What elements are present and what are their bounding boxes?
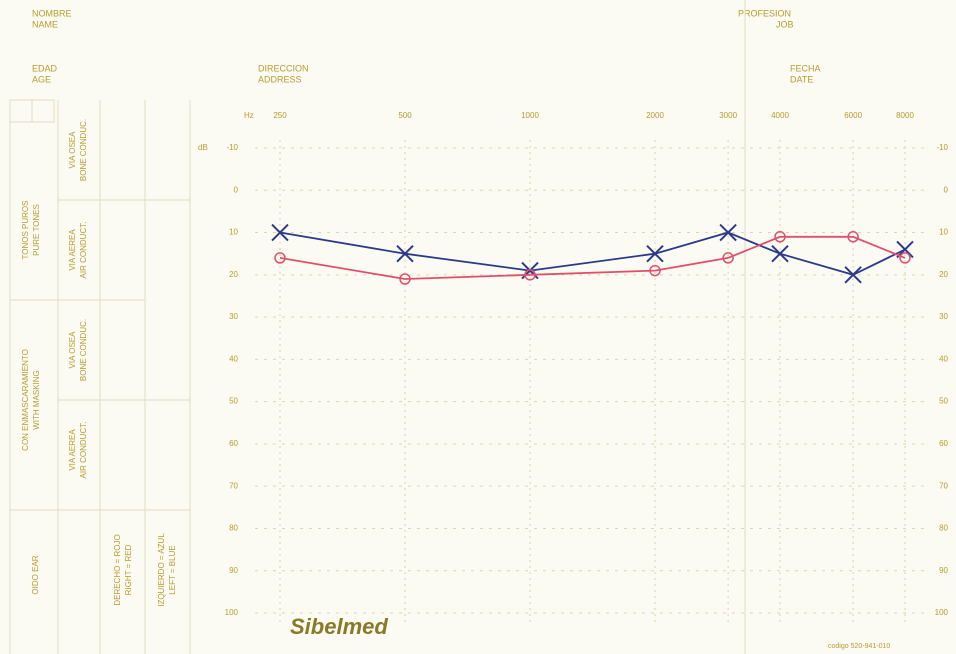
x-tick-label: 250 — [273, 111, 287, 120]
legend-right: DERECHO = ROJO — [113, 534, 122, 605]
marker-o — [524, 269, 536, 281]
y-tick-label-right: 30 — [939, 312, 948, 321]
y-tick-label: 30 — [229, 312, 238, 321]
address-label: DIRECCION — [258, 63, 309, 73]
marker-x — [771, 244, 789, 263]
code: codigo 520-941-010 — [828, 643, 890, 650]
y-tick-label-right: 50 — [939, 397, 948, 406]
marker-o — [722, 252, 734, 264]
y-tick-label: 40 — [229, 354, 238, 363]
air-masked-en: AIR CONDUCT. — [79, 422, 88, 479]
y-tick-label-right: 70 — [939, 481, 948, 490]
address-label-en: ADDRESS — [258, 74, 302, 84]
series-line — [279, 235, 906, 280]
y-tick-label-right: 10 — [939, 228, 948, 237]
series-line — [279, 231, 906, 276]
marker-x — [646, 244, 664, 263]
air-masked: VIA AEREA — [68, 429, 77, 471]
pure-tones: TONOS PUROS — [21, 201, 30, 260]
y-tick-label: 20 — [229, 270, 238, 279]
marker-x — [844, 266, 862, 284]
air: VIA AEREA — [68, 229, 77, 271]
y-tick-label: 10 — [229, 228, 238, 237]
age-label-en: AGE — [32, 74, 51, 84]
y-tick-label-right: 80 — [939, 524, 948, 533]
name-label-en: NAME — [32, 19, 58, 29]
bone-en: BONE CONDUC. — [79, 119, 88, 181]
x-axis-label: Hz — [244, 111, 254, 120]
x-tick-label: 6000 — [844, 111, 862, 120]
legend-right-en: RIGHT = RED — [124, 544, 133, 595]
y-tick-label: -10 — [226, 143, 238, 152]
marker-o — [399, 273, 411, 285]
marker-x — [271, 223, 289, 242]
name-label: NOMBRE — [32, 8, 72, 18]
y-tick-label: 90 — [229, 566, 238, 575]
y-tick-label: 100 — [225, 608, 239, 617]
y-tick-label: 70 — [229, 481, 238, 490]
marker-o — [274, 252, 286, 264]
legend-left-en: LEFT = BLUE — [168, 545, 177, 594]
marker-x — [719, 223, 737, 242]
pure-tones-en: PURE TONES — [32, 204, 41, 256]
x-tick-label: 1000 — [521, 111, 539, 120]
y-tick-label: 0 — [234, 185, 239, 194]
x-tick-label: 3000 — [719, 111, 737, 120]
masking: CON ENMASCARAMIENTO — [21, 349, 30, 451]
date-label: FECHA — [790, 63, 821, 73]
x-tick-label: 4000 — [771, 111, 789, 120]
legend-left: IZQUIERDO = AZUL — [157, 533, 166, 607]
bone: VIA OSEA — [68, 131, 77, 169]
marker-o — [847, 231, 859, 243]
date-label-en: DATE — [790, 74, 813, 84]
y-tick-label-right: 60 — [939, 439, 948, 448]
marker-o — [899, 252, 911, 264]
x-tick-label: 8000 — [896, 111, 914, 120]
age-label: EDAD — [32, 63, 58, 73]
air-en: AIR CONDUCT. — [79, 222, 88, 279]
plot: 250 500 1000 2000 3000 4000 6000 8000 -10 -10 0 0 10… — [225, 111, 949, 623]
left-panel: TONOS PUROS PURE TONES VIA OSEA BONE CON… — [9, 99, 191, 654]
masking-en: WITH MASKING — [32, 370, 41, 430]
box — [31, 99, 55, 123]
y-tick-label-right: 0 — [944, 185, 949, 194]
job-label-en: JOB — [776, 19, 794, 29]
y-tick-label-right: 90 — [939, 566, 948, 575]
y-tick-label: 80 — [229, 524, 238, 533]
ear: OIDO EAR — [31, 555, 40, 594]
x-tick-label: 500 — [398, 111, 412, 120]
job-label: PROFESION — [738, 8, 791, 18]
y-tick-label: 50 — [229, 397, 238, 406]
y-tick-label: 60 — [229, 439, 238, 448]
x-tick-label: 2000 — [646, 111, 664, 120]
marker-o — [649, 264, 661, 277]
y-tick-label-right: 20 — [939, 270, 948, 279]
marker-x — [396, 244, 414, 263]
brand: Sibelmed — [290, 614, 388, 639]
marker-o — [774, 231, 786, 243]
bone-masked-en: BONE CONDUC. — [79, 319, 88, 381]
y-axis-label: dB — [198, 143, 208, 152]
y-tick-label-right: 100 — [935, 608, 949, 617]
y-tick-label-right: -10 — [936, 143, 948, 152]
bone-masked: VIA OSEA — [68, 331, 77, 369]
y-tick-label-right: 40 — [939, 354, 948, 363]
